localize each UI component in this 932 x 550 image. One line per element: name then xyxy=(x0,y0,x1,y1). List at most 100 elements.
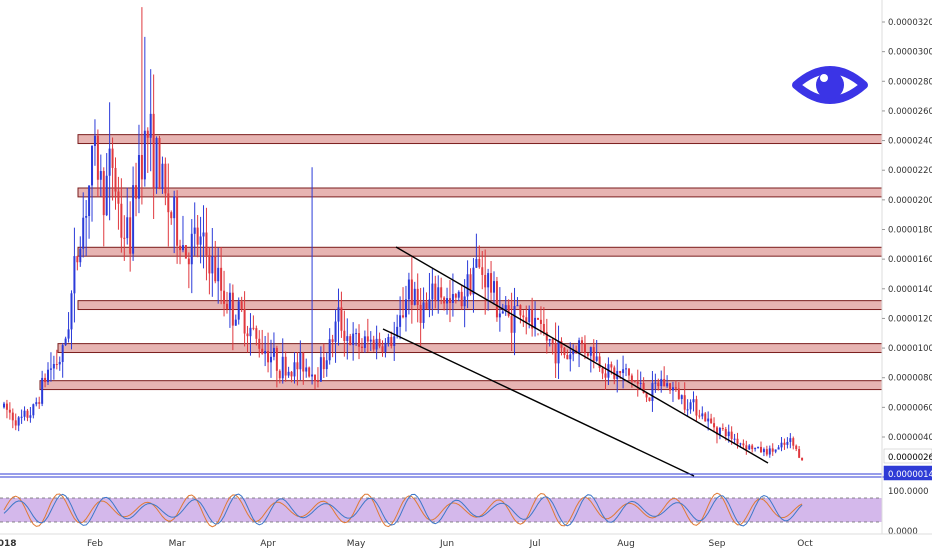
candle-body xyxy=(642,382,645,394)
candle-body xyxy=(102,171,105,216)
candle-body xyxy=(281,356,284,379)
candle-body xyxy=(202,232,205,237)
candle-body xyxy=(38,402,41,404)
candle-body xyxy=(3,403,5,408)
candle-body xyxy=(572,350,575,355)
candle-body xyxy=(498,313,501,318)
candle-body xyxy=(510,315,513,333)
candle-body xyxy=(58,361,61,365)
candle-body xyxy=(674,387,677,389)
candle-body xyxy=(120,203,123,238)
candle-body xyxy=(249,327,252,337)
candle-body xyxy=(657,382,660,387)
candle-body xyxy=(358,333,361,347)
candle-body xyxy=(472,267,475,295)
candle-body xyxy=(170,212,173,219)
candle-body xyxy=(246,333,249,337)
candle-body xyxy=(478,258,481,268)
candle-body xyxy=(343,330,346,341)
candle-body xyxy=(742,443,745,446)
candle-body xyxy=(490,273,493,293)
price-marker-box xyxy=(883,465,932,481)
candle-body xyxy=(17,417,20,426)
candle-body xyxy=(463,296,466,307)
candle-body xyxy=(85,216,88,218)
candle-body xyxy=(484,274,487,288)
candle-body xyxy=(126,217,129,239)
candle-body xyxy=(363,336,366,348)
candle-body xyxy=(20,416,23,418)
price-marker-label: 0.00000265 xyxy=(888,453,932,463)
candle-body xyxy=(495,281,498,318)
candle-body xyxy=(595,356,598,361)
candle-body xyxy=(284,356,287,376)
candle-body xyxy=(234,319,237,326)
candle-body xyxy=(457,291,460,298)
eye-pupil xyxy=(816,71,844,99)
candle-body xyxy=(199,236,202,245)
x-tick-label: Apr xyxy=(260,539,276,549)
candle-body xyxy=(225,303,228,309)
candle-body xyxy=(299,353,302,370)
candle-body xyxy=(220,267,223,291)
candle-body xyxy=(390,337,393,346)
candle-body xyxy=(475,258,478,268)
x-tick-label: May xyxy=(347,539,366,549)
candle-body xyxy=(765,449,768,455)
x-tick-label: Sep xyxy=(708,539,725,549)
candle-body xyxy=(454,294,457,298)
candle-body xyxy=(402,315,405,318)
candle-body xyxy=(26,410,29,418)
candle-body xyxy=(663,378,666,387)
candle-body xyxy=(231,292,234,326)
candle-body xyxy=(707,418,710,422)
resistance-zone xyxy=(39,380,883,391)
candle-body xyxy=(578,340,581,354)
candle-body xyxy=(325,360,328,370)
candle-body xyxy=(275,347,278,371)
candle-body xyxy=(610,364,613,368)
candle-body xyxy=(425,302,428,309)
candle-body xyxy=(308,367,311,377)
candle-body xyxy=(780,442,783,448)
candle-body xyxy=(14,420,17,426)
candle-body xyxy=(598,356,601,368)
candle-body xyxy=(93,135,96,146)
candle-body xyxy=(569,354,572,360)
candle-body xyxy=(504,305,507,312)
candle-body xyxy=(99,171,102,180)
candle-body xyxy=(314,374,317,382)
candle-body xyxy=(410,279,413,305)
candle-body xyxy=(680,395,683,399)
candle-body xyxy=(639,382,642,384)
candle-body xyxy=(399,315,402,327)
candle-body xyxy=(44,377,47,383)
candle-body xyxy=(322,357,325,370)
candle-body xyxy=(481,267,484,275)
candle-body xyxy=(196,227,199,245)
candle-body xyxy=(531,309,534,329)
x-tick-label: Oct xyxy=(797,539,813,549)
candle-body xyxy=(513,306,516,333)
candle-body xyxy=(762,449,765,453)
candle-body xyxy=(469,274,472,295)
candle-body xyxy=(557,341,560,364)
candle-body xyxy=(771,448,774,452)
x-tick-label: Jun xyxy=(439,539,454,549)
candle-body xyxy=(589,347,592,356)
candle-body xyxy=(563,347,566,356)
candle-body xyxy=(208,255,211,274)
candle-body xyxy=(67,329,70,339)
candle-body xyxy=(349,336,352,346)
candle-body xyxy=(52,363,55,369)
candle-body xyxy=(111,148,114,168)
x-tick-label: 2018 xyxy=(0,539,17,549)
candle-body xyxy=(152,113,155,188)
candle-body xyxy=(692,399,695,403)
candle-body xyxy=(346,336,349,341)
